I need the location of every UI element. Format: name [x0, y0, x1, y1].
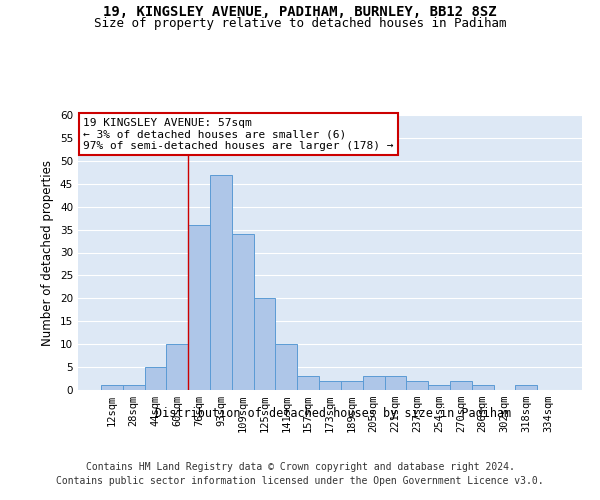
Bar: [275, 344, 297, 390]
Text: Distribution of detached houses by size in Padiham: Distribution of detached houses by size …: [155, 408, 511, 420]
Bar: [428, 386, 450, 390]
Bar: [472, 386, 494, 390]
Bar: [254, 298, 275, 390]
Text: Contains HM Land Registry data © Crown copyright and database right 2024.: Contains HM Land Registry data © Crown c…: [86, 462, 514, 472]
Text: Size of property relative to detached houses in Padiham: Size of property relative to detached ho…: [94, 18, 506, 30]
Bar: [363, 376, 385, 390]
Bar: [101, 386, 123, 390]
Bar: [450, 381, 472, 390]
Bar: [515, 386, 537, 390]
Bar: [341, 381, 363, 390]
Text: 19 KINGSLEY AVENUE: 57sqm
← 3% of detached houses are smaller (6)
97% of semi-de: 19 KINGSLEY AVENUE: 57sqm ← 3% of detach…: [83, 118, 394, 151]
Text: 19, KINGSLEY AVENUE, PADIHAM, BURNLEY, BB12 8SZ: 19, KINGSLEY AVENUE, PADIHAM, BURNLEY, B…: [103, 5, 497, 19]
Bar: [145, 367, 166, 390]
Bar: [406, 381, 428, 390]
Bar: [166, 344, 188, 390]
Bar: [188, 225, 210, 390]
Bar: [210, 174, 232, 390]
Bar: [319, 381, 341, 390]
Text: Contains public sector information licensed under the Open Government Licence v3: Contains public sector information licen…: [56, 476, 544, 486]
Bar: [297, 376, 319, 390]
Bar: [232, 234, 254, 390]
Bar: [385, 376, 406, 390]
Bar: [123, 386, 145, 390]
Y-axis label: Number of detached properties: Number of detached properties: [41, 160, 55, 346]
